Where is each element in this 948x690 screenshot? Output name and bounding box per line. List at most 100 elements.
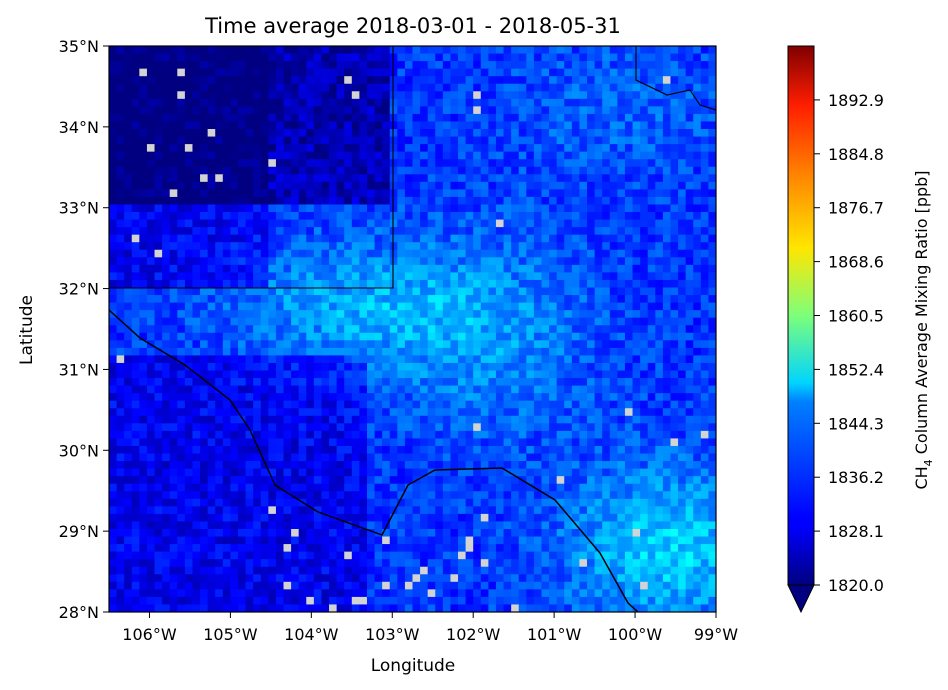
heatmap-cell: [207, 279, 216, 289]
heatmap-cell: [495, 279, 505, 289]
heatmap-cell: [169, 408, 178, 417]
heatmap-cell: [313, 491, 323, 500]
heatmap-cell: [124, 181, 133, 190]
heatmap-cell: [564, 166, 573, 175]
heatmap-cell: [442, 393, 452, 402]
heatmap-cell: [260, 129, 269, 138]
heatmap-cell: [458, 445, 467, 455]
heatmap-cell: [336, 302, 345, 311]
heatmap-cell: [306, 295, 315, 304]
heatmap-cell: [131, 332, 140, 341]
heatmap-cell: [700, 196, 710, 206]
heatmap-cell: [245, 174, 254, 183]
heatmap-cell: [169, 400, 178, 409]
heatmap-cell: [662, 129, 672, 138]
heatmap-cell: [670, 378, 679, 387]
heatmap-cell: [412, 347, 421, 357]
heatmap-cell: [374, 468, 383, 477]
heatmap-cell: [495, 506, 505, 515]
heatmap-cell: [662, 174, 672, 183]
heatmap-cell: [146, 453, 156, 462]
heatmap-cell: [556, 166, 565, 175]
heatmap-cell: [549, 287, 558, 296]
heatmap-cell: [382, 393, 391, 402]
heatmap-cell: [192, 151, 201, 160]
heatmap-cell: [511, 234, 520, 243]
heatmap-cell: [215, 212, 224, 221]
heatmap-cell: [245, 393, 254, 402]
heatmap-cell: [579, 317, 588, 326]
heatmap-cell: [215, 287, 224, 296]
heatmap-cell: [366, 204, 376, 213]
heatmap-cell: [480, 317, 489, 326]
heatmap-cell: [662, 234, 672, 243]
heatmap-cell: [602, 355, 611, 364]
heatmap-cell: [162, 295, 171, 304]
heatmap-cell: [541, 196, 550, 206]
heatmap-cell: [389, 83, 398, 92]
heatmap-cell: [374, 46, 383, 55]
heatmap-cell: [275, 295, 285, 304]
heatmap-cell: [579, 249, 588, 258]
heatmap-cell: [427, 295, 436, 304]
heatmap-cell: [260, 166, 269, 175]
heatmap-cell: [124, 242, 133, 251]
heatmap-cell: [579, 242, 588, 251]
heatmap-cell: [253, 393, 262, 402]
heatmap-cell: [465, 151, 474, 160]
heatmap-cell: [313, 355, 323, 364]
heatmap-cell: [473, 151, 482, 160]
heatmap-cell: [511, 438, 520, 447]
heatmap-cell: [678, 287, 687, 296]
heatmap-cell: [389, 400, 398, 409]
heatmap-cell: [260, 483, 269, 492]
heatmap-cell: [237, 234, 247, 243]
heatmap-cell: [321, 498, 330, 507]
heatmap-cell: [556, 332, 565, 341]
heatmap-cell: [488, 91, 497, 100]
heatmap-cell: [207, 393, 216, 402]
heatmap-cell: [655, 461, 664, 470]
heatmap-cell: [511, 227, 520, 236]
heatmap-cell: [556, 174, 565, 183]
heatmap-cell: [602, 317, 611, 326]
heatmap-cell: [541, 317, 550, 326]
heatmap-cell: [435, 242, 444, 251]
heatmap-cell: [154, 98, 163, 107]
heatmap-cell: [594, 468, 603, 477]
heatmap-cell: [109, 287, 118, 296]
heatmap-cell: [640, 310, 649, 319]
heatmap-cell: [260, 332, 269, 341]
heatmap-cell: [655, 121, 664, 130]
heatmap-cell: [245, 144, 254, 153]
heatmap-cell: [389, 61, 398, 70]
heatmap-cell: [549, 430, 558, 440]
heatmap-cell: [222, 189, 231, 198]
heatmap-cell: [420, 287, 429, 296]
heatmap-cell: [245, 159, 254, 168]
heatmap-cell: [336, 385, 345, 394]
heatmap-cell: [215, 113, 224, 123]
heatmap-cell: [200, 227, 209, 236]
heatmap-cell: [268, 106, 277, 115]
heatmap-cell: [116, 445, 125, 455]
heatmap-cell: [450, 121, 459, 130]
heatmap-cell: [253, 189, 262, 198]
heatmap-cell: [480, 476, 489, 485]
heatmap-cell: [503, 302, 512, 311]
heatmap-cell: [404, 227, 414, 236]
heatmap-cell: [344, 83, 353, 92]
heatmap-cell: [473, 423, 482, 432]
heatmap-cell: [253, 362, 262, 372]
heatmap-cell: [389, 370, 398, 379]
heatmap-cell: [116, 53, 125, 62]
heatmap-cell: [442, 189, 452, 198]
heatmap-cell: [420, 189, 429, 198]
heatmap-cell: [549, 476, 558, 485]
heatmap-cell: [237, 362, 247, 372]
heatmap-cell: [541, 68, 550, 77]
heatmap-cell: [420, 385, 429, 394]
heatmap-cell: [207, 476, 216, 485]
heatmap-cell: [473, 491, 482, 500]
heatmap-cell: [192, 385, 201, 394]
